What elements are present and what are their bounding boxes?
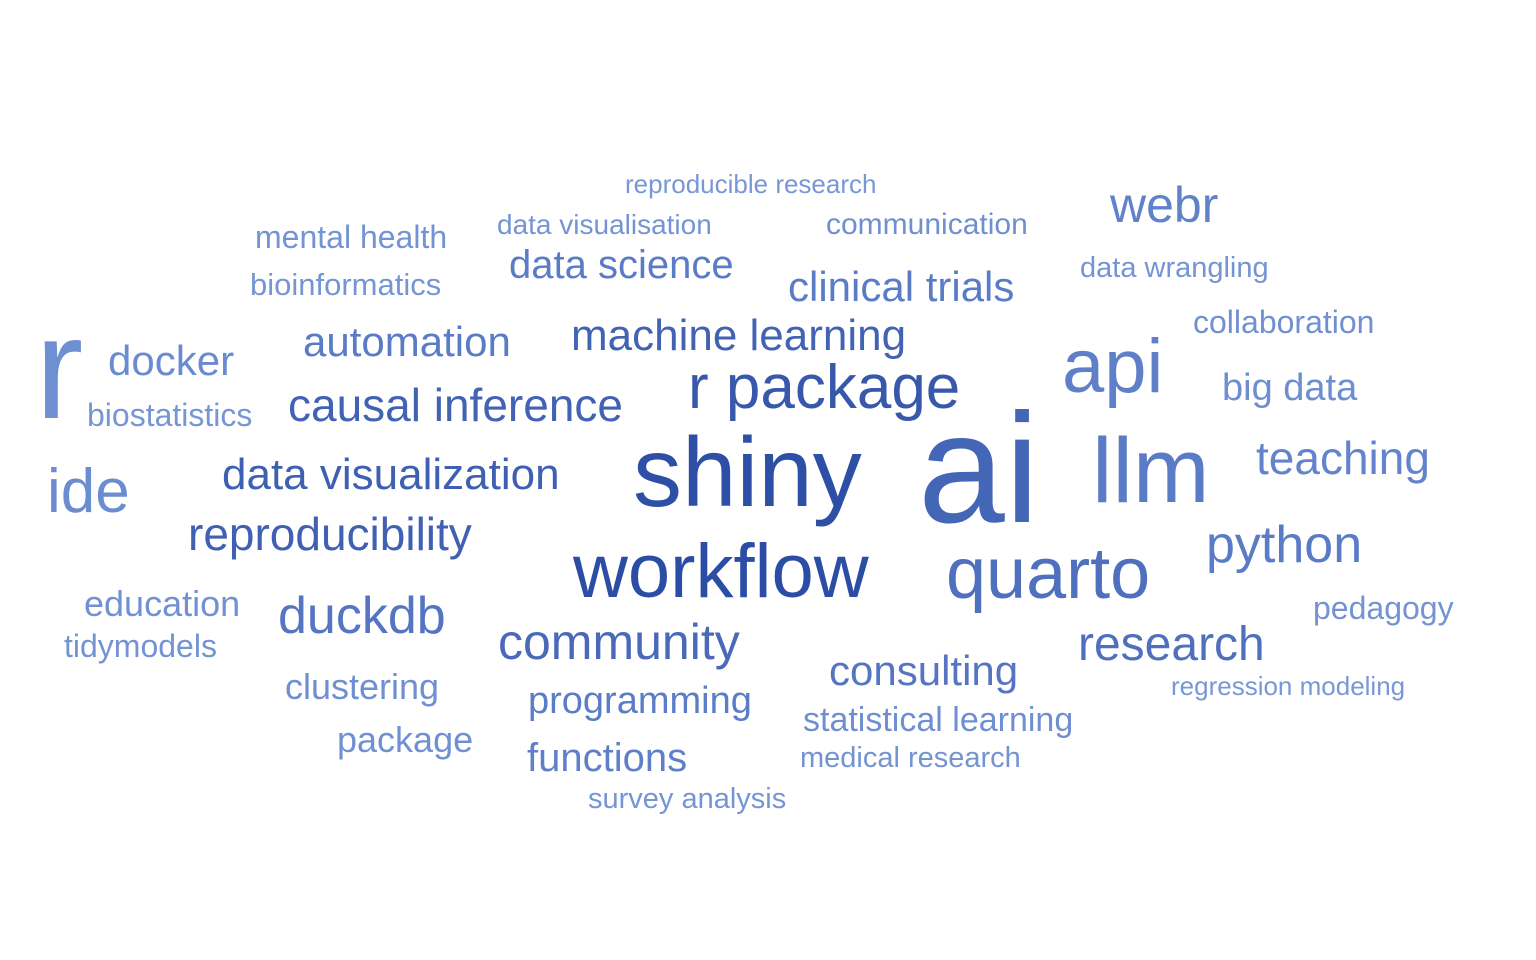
word-shiny: shiny <box>633 417 862 527</box>
word-causal-inference: causal inference <box>288 379 623 431</box>
word-ai: ai <box>918 382 1039 556</box>
word-communication: communication <box>826 208 1028 241</box>
word-statistical-learning: statistical learning <box>803 701 1073 739</box>
word-python: python <box>1206 516 1362 574</box>
word-survey-analysis: survey analysis <box>588 783 786 815</box>
word-teaching: teaching <box>1256 432 1430 484</box>
word-duckdb: duckdb <box>278 587 446 645</box>
word-big-data: big data <box>1222 367 1358 409</box>
word-collaboration: collaboration <box>1193 304 1374 340</box>
word-pedagogy: pedagogy <box>1313 590 1454 626</box>
word-regression-modeling: regression modeling <box>1171 671 1405 701</box>
word-reproducibility: reproducibility <box>188 508 472 560</box>
word-clustering: clustering <box>285 666 439 707</box>
word-biostatistics: biostatistics <box>87 397 252 433</box>
word-data-science: data science <box>509 243 734 287</box>
word-education: education <box>84 583 240 624</box>
word-mental-health: mental health <box>255 219 447 255</box>
word-quarto: quarto <box>946 534 1150 614</box>
word-workflow: workflow <box>572 529 870 614</box>
word-data-visualization: data visualization <box>222 450 560 499</box>
word-clinical-trials: clinical trials <box>788 263 1014 310</box>
word-community: community <box>498 614 740 670</box>
word-machine-learning: machine learning <box>571 311 906 360</box>
word-ide: ide <box>47 457 130 526</box>
word-llm: llm <box>1092 420 1210 522</box>
word-functions: functions <box>527 736 687 780</box>
word-consulting: consulting <box>829 647 1018 694</box>
word-bioinformatics: bioinformatics <box>250 267 441 302</box>
word-webr: webr <box>1109 177 1218 233</box>
word-programming: programming <box>528 680 752 722</box>
word-docker: docker <box>108 337 234 384</box>
word-api: api <box>1062 324 1163 409</box>
word-package: package <box>337 719 473 760</box>
word-research: research <box>1078 618 1265 671</box>
word-data-wrangling: data wrangling <box>1080 252 1269 284</box>
word-reproducible-research: reproducible research <box>625 169 876 199</box>
word-automation: automation <box>303 318 511 365</box>
word-r-package: r package <box>688 353 960 422</box>
word-r: r <box>35 287 83 449</box>
word-tidymodels: tidymodels <box>64 628 217 664</box>
word-data-visualisation: data visualisation <box>497 209 712 240</box>
word-medical-research: medical research <box>800 742 1021 774</box>
